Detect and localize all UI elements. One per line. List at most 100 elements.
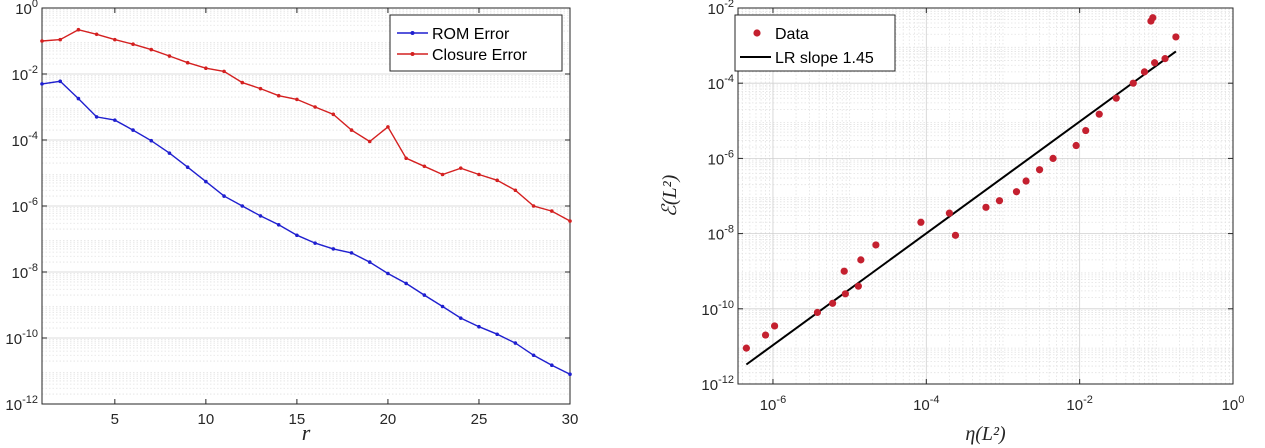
data-point — [76, 27, 81, 32]
x-tick-label: 10-4 — [913, 394, 939, 414]
axes-box — [737, 7, 1234, 385]
y-tick-label: 10-4 — [708, 73, 734, 93]
data-point — [295, 233, 299, 238]
data-point — [857, 256, 865, 264]
data-point — [276, 222, 281, 227]
data-point — [386, 271, 390, 276]
data-point — [1012, 188, 1021, 196]
y-tick-label: 10-12 — [5, 394, 38, 414]
data-point — [1035, 166, 1044, 174]
x-tick-label: 10-6 — [760, 394, 786, 414]
data-point — [295, 97, 299, 102]
data-point — [840, 267, 848, 275]
y-axis-label: ℰ(L²) — [659, 174, 681, 217]
x-tick-label: 30 — [562, 411, 579, 428]
data-point — [1161, 55, 1169, 63]
x-axis-label: η(L²) — [965, 423, 1006, 445]
data-point — [1149, 14, 1157, 22]
legend: ROM Error Closure Error — [389, 14, 563, 72]
data-point — [313, 241, 317, 245]
data-point — [113, 118, 117, 122]
data-point — [854, 282, 862, 290]
x-tick-label: 20 — [380, 411, 397, 428]
data-point — [276, 93, 281, 98]
data-point — [204, 66, 208, 70]
y-tick-label: 10-8 — [708, 224, 734, 244]
data-point — [477, 324, 481, 329]
data-point — [240, 204, 245, 208]
data-point — [945, 209, 953, 217]
left-plot-rom-closure-error: 5 10 15 20 25 30 10-12 10-10 10-8 10-6 10-4 10-2 100… — [5, 0, 578, 445]
data-point — [58, 79, 63, 84]
data-point — [422, 293, 427, 297]
y-tick-label: 10-12 — [701, 374, 734, 394]
data-point — [349, 251, 354, 255]
data-point — [495, 178, 499, 183]
data-point — [1140, 68, 1149, 76]
legend-marker — [410, 52, 415, 56]
data-point — [76, 96, 81, 101]
data-point — [458, 316, 463, 320]
data-point — [131, 42, 135, 46]
data-point — [813, 308, 822, 317]
x-tick-label: 25 — [471, 411, 488, 428]
data-point — [404, 156, 408, 161]
data-point — [742, 344, 750, 352]
data-point — [1082, 126, 1090, 135]
data-point — [531, 204, 536, 208]
data-point — [258, 214, 263, 218]
legend-box — [389, 14, 563, 72]
data-point — [131, 128, 135, 132]
data-point — [222, 69, 226, 74]
data-point — [1129, 79, 1137, 87]
data-point — [917, 218, 925, 226]
fit-line — [745, 50, 1177, 366]
data-point — [1049, 154, 1057, 162]
legend: Data LR slope 1.45 — [734, 14, 896, 72]
data-point — [477, 172, 481, 177]
y-tick-label: 10-6 — [708, 148, 734, 168]
data-point — [40, 82, 44, 86]
data-point — [58, 37, 63, 42]
data-point — [422, 164, 427, 169]
x-tick-label: 10-2 — [1066, 394, 1092, 414]
y-tick-label: 100 — [15, 0, 38, 18]
data-point — [1022, 177, 1030, 185]
data-point — [149, 47, 154, 52]
legend-box — [734, 14, 896, 72]
data-point — [94, 115, 99, 119]
data-point — [149, 138, 154, 143]
data-point — [513, 188, 518, 193]
data-point — [204, 179, 208, 184]
data-point — [185, 165, 190, 169]
data-point — [258, 86, 263, 91]
series-line-closure-error — [41, 28, 571, 222]
data-point — [770, 322, 779, 330]
data-point — [94, 32, 99, 37]
data-point — [40, 39, 44, 43]
x-tick-label: 10 — [198, 411, 215, 428]
x-tick-label: 15 — [289, 411, 306, 428]
data-point — [995, 197, 1004, 205]
legend-label: Closure Error — [432, 47, 528, 64]
data-point — [404, 281, 408, 286]
data-point — [1112, 94, 1120, 102]
data-point — [513, 341, 518, 345]
y-tick-label: 10-4 — [12, 130, 38, 150]
series-line-rom-error — [41, 80, 571, 375]
data-point — [331, 247, 336, 251]
legend-label: ROM Error — [432, 26, 510, 43]
data-point — [1072, 141, 1080, 150]
data-point — [440, 304, 445, 309]
data-point — [367, 260, 372, 264]
data-point — [185, 60, 190, 65]
data-point — [331, 112, 336, 117]
data-point — [841, 290, 849, 298]
data-point — [440, 172, 445, 177]
data-point — [1151, 59, 1159, 67]
data-point — [761, 331, 770, 339]
data-point — [951, 231, 960, 239]
data-point — [495, 332, 499, 337]
data-point — [113, 37, 117, 42]
